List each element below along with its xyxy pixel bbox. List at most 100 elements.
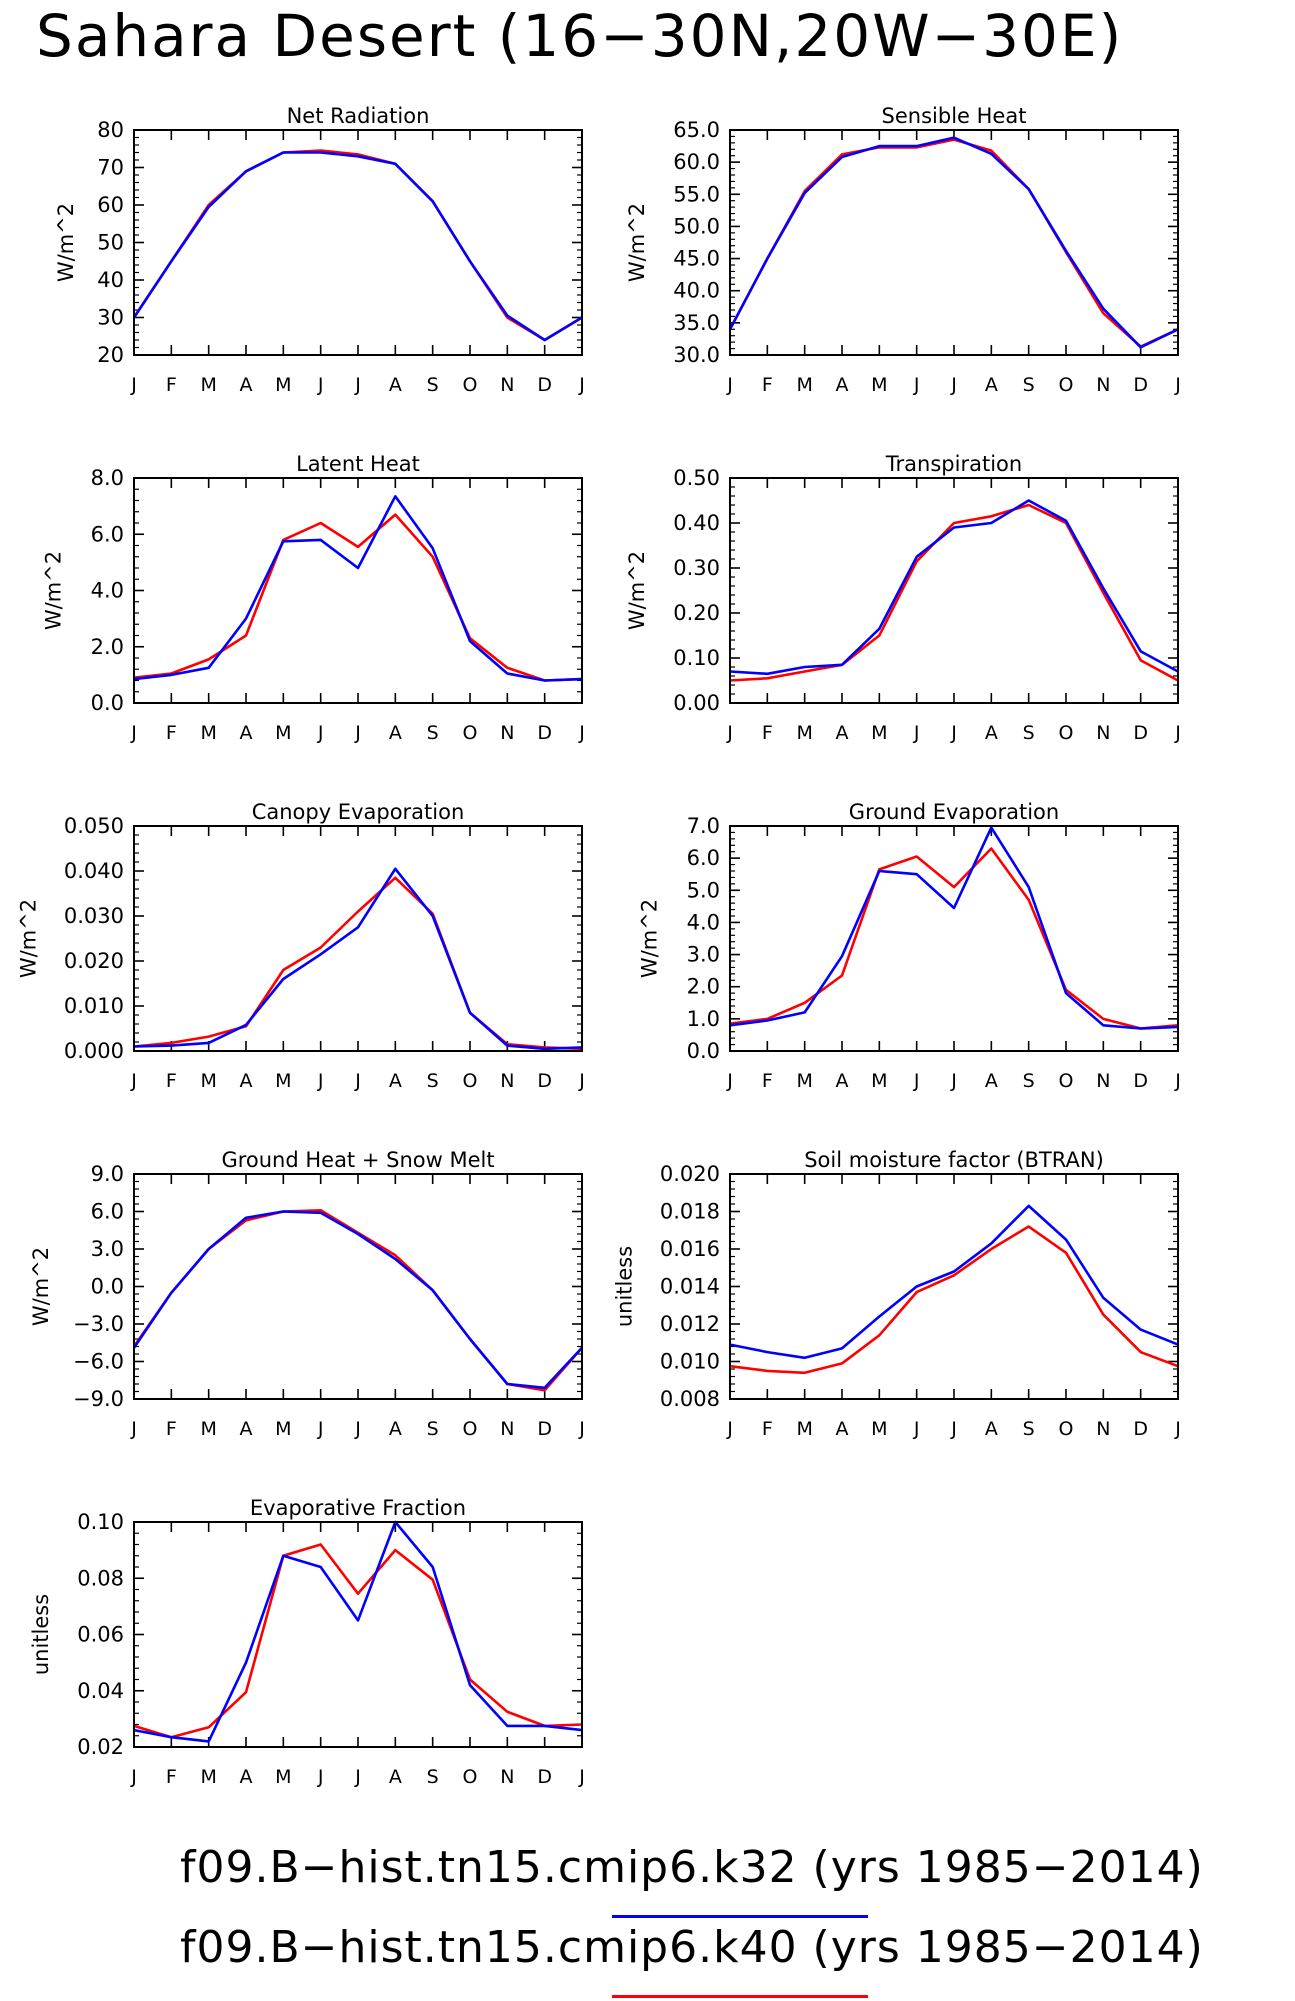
y-tick-label: 9.0 xyxy=(91,1162,124,1186)
x-tick-label: F xyxy=(166,1766,177,1788)
x-tick-label: J xyxy=(317,1766,324,1788)
x-tick-label: M xyxy=(275,374,291,396)
y-tick-label: 70 xyxy=(97,156,124,180)
x-tick-label: M xyxy=(275,1418,291,1440)
y-axis-label: W/m^2 xyxy=(625,551,649,630)
x-tick-label: M xyxy=(275,1766,291,1788)
x-tick-label: A xyxy=(389,1418,402,1440)
x-tick-label: S xyxy=(427,1418,439,1440)
x-tick-label: M xyxy=(871,1418,887,1440)
x-tick-label: D xyxy=(1133,374,1148,396)
x-tick-label: A xyxy=(240,374,253,396)
y-tick-label: 0.020 xyxy=(660,1162,720,1186)
y-tick-label: 0.012 xyxy=(660,1312,720,1336)
y-tick-label: 0.0 xyxy=(687,1039,720,1063)
series-line-1 xyxy=(729,847,1179,1030)
x-tick-label: J xyxy=(354,1766,361,1788)
x-tick-label: A xyxy=(836,374,849,396)
series-line-2 xyxy=(729,1204,1179,1360)
x-tick-label: O xyxy=(463,1418,478,1440)
x-tick-label: A xyxy=(836,722,849,744)
x-tick-label: A xyxy=(389,1766,402,1788)
x-tick-label: J xyxy=(1174,374,1181,396)
x-tick-label: F xyxy=(166,374,177,396)
x-tick-label: J xyxy=(726,374,733,396)
y-axis-label: W/m^2 xyxy=(29,1247,53,1326)
x-tick-label: F xyxy=(762,1070,773,1092)
y-tick-label: 0.0 xyxy=(91,691,124,715)
y-tick-label: 2.0 xyxy=(91,635,124,659)
y-tick-label: 0.00 xyxy=(673,691,720,715)
y-tick-label: 8.0 xyxy=(91,466,124,490)
x-tick-label: J xyxy=(913,722,920,744)
x-tick-label: N xyxy=(500,722,514,744)
x-tick-label: M xyxy=(796,722,812,744)
x-tick-label: S xyxy=(1023,1418,1035,1440)
x-tick-label: J xyxy=(913,1418,920,1440)
x-tick-label: N xyxy=(500,374,514,396)
y-tick-label: 40 xyxy=(97,268,124,292)
x-tick-label: A xyxy=(985,722,998,744)
x-tick-label: M xyxy=(871,722,887,744)
y-tick-label: −9.0 xyxy=(73,1387,124,1411)
x-tick-label: J xyxy=(1174,1070,1181,1092)
x-tick-label: S xyxy=(1023,374,1035,396)
x-tick-label: D xyxy=(537,1766,552,1788)
series-line-1 xyxy=(729,1225,1179,1375)
x-tick-label: N xyxy=(500,1070,514,1092)
x-tick-label: M xyxy=(796,1418,812,1440)
y-tick-label: −3.0 xyxy=(73,1312,124,1336)
x-tick-label: J xyxy=(950,1418,957,1440)
x-tick-label: F xyxy=(166,1070,177,1092)
x-tick-label: D xyxy=(537,1418,552,1440)
x-tick-label: A xyxy=(240,722,253,744)
x-tick-label: J xyxy=(578,1070,585,1092)
x-tick-label: A xyxy=(389,1070,402,1092)
x-tick-label: M xyxy=(796,374,812,396)
y-tick-label: 30.0 xyxy=(673,343,720,367)
y-tick-label: 3.0 xyxy=(91,1237,124,1261)
y-tick-label: 3.0 xyxy=(687,943,720,967)
x-tick-label: F xyxy=(762,722,773,744)
x-tick-label: J xyxy=(317,1070,324,1092)
plot-frame xyxy=(133,129,583,356)
x-tick-label: N xyxy=(1096,722,1110,744)
x-tick-label: A xyxy=(985,1070,998,1092)
y-tick-label: 6.0 xyxy=(91,1200,124,1224)
y-tick-label: 20 xyxy=(97,343,124,367)
x-tick-label: A xyxy=(836,1070,849,1092)
y-tick-label: 1.0 xyxy=(687,1007,720,1031)
x-tick-label: M xyxy=(200,1766,216,1788)
plot-frame xyxy=(729,1173,1179,1400)
chart-panel-5: Canopy Evaporation W/m^2 0.000 0.010 0.020 0.… xyxy=(17,800,585,1092)
plot-frame xyxy=(729,129,1179,356)
plot-frame xyxy=(133,825,583,1052)
chart-title: Sensible Heat xyxy=(882,104,1027,128)
x-tick-label: J xyxy=(950,374,957,396)
y-tick-label: 0.050 xyxy=(64,814,124,838)
chart-title: Net Radiation xyxy=(287,104,430,128)
series-line-1 xyxy=(132,149,583,342)
series-line-1 xyxy=(133,876,583,1051)
y-tick-label: 2.0 xyxy=(687,975,720,999)
plot-frame xyxy=(133,1521,583,1748)
x-tick-label: J xyxy=(913,1070,920,1092)
x-tick-label: J xyxy=(1174,722,1181,744)
y-tick-label: 0.50 xyxy=(673,466,720,490)
y-tick-label: 0.008 xyxy=(660,1387,720,1411)
x-tick-label: A xyxy=(985,374,998,396)
x-tick-label: F xyxy=(166,1418,177,1440)
chart-title: Transpiration xyxy=(885,452,1022,476)
x-tick-label: J xyxy=(354,1070,361,1092)
series-line-2 xyxy=(133,494,583,682)
x-tick-label: M xyxy=(796,1070,812,1092)
y-tick-label: 0.014 xyxy=(660,1275,720,1299)
y-tick-label: 0.010 xyxy=(660,1350,720,1374)
chart-title: Evaporative Fraction xyxy=(250,1496,466,1520)
series-line-1 xyxy=(133,1543,583,1739)
x-tick-label: N xyxy=(500,1418,514,1440)
x-tick-label: J xyxy=(578,722,585,744)
y-tick-label: 4.0 xyxy=(687,910,720,934)
y-tick-label: 50 xyxy=(97,231,124,255)
